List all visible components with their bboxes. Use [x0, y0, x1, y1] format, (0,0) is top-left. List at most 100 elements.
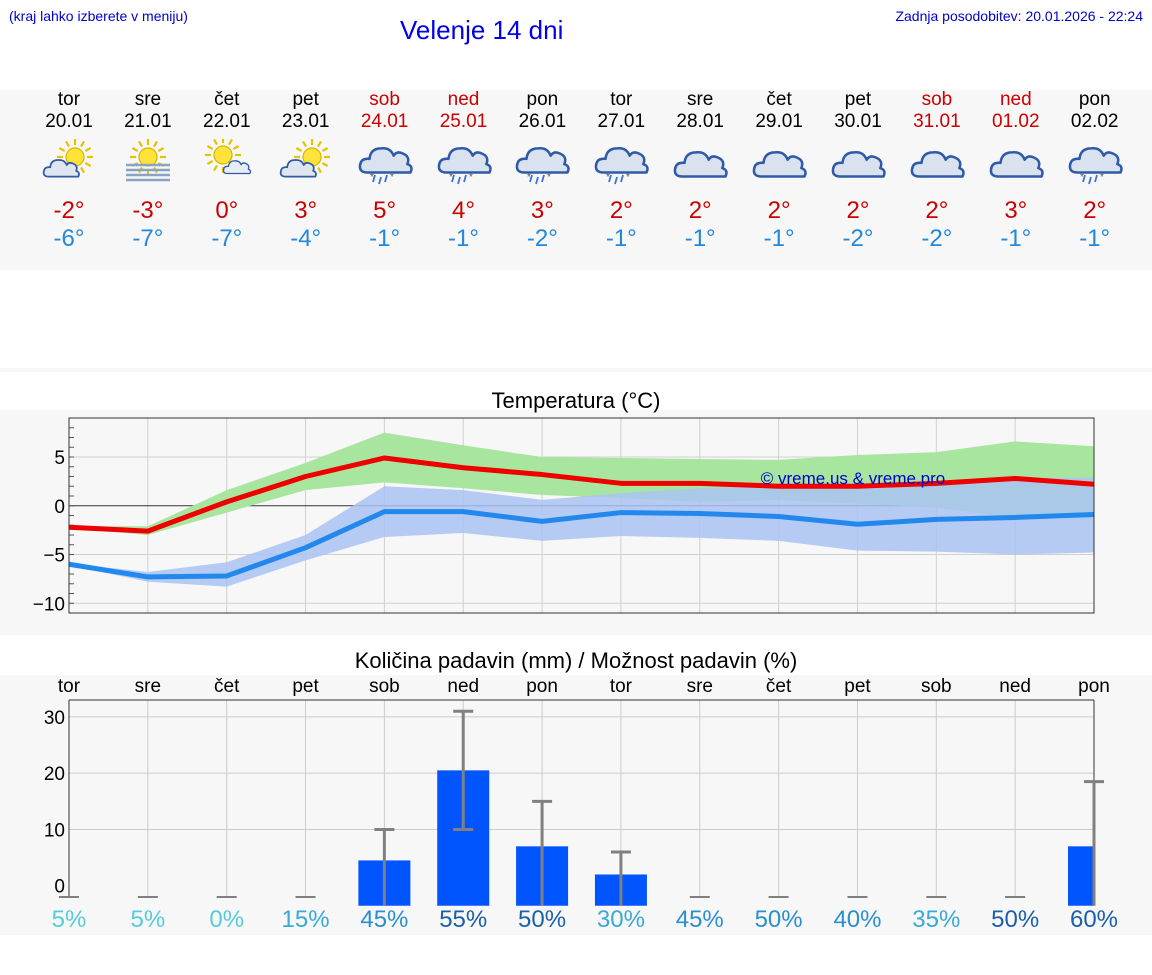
day-name: pon	[526, 89, 559, 110]
min-temp-line	[68, 509, 1095, 580]
temp-min: -2°	[921, 225, 953, 252]
page-title: Velenje 14 dni	[400, 15, 564, 45]
day-name: sre	[134, 89, 162, 110]
y-tick-label: −10	[33, 594, 65, 615]
day-name: čet	[766, 89, 792, 110]
y-tick-label: 10	[44, 820, 65, 841]
svg-text:*: *	[449, 172, 453, 183]
y-tick-label: −5	[43, 546, 65, 567]
day-name: ned	[447, 89, 480, 110]
day-column: tor 27.01 * * 2° -1°	[581, 89, 661, 253]
day-column: pet 30.01 2° -2°	[818, 89, 898, 253]
day-date: 02.02	[1070, 111, 1119, 132]
temperature-chart-title: Temperatura (°C)	[491, 388, 661, 413]
svg-text:*: *	[469, 172, 473, 183]
temp-max: -3°	[132, 197, 164, 224]
day-column: sob 24.01 * * 5° -1°	[345, 89, 425, 253]
x-tick-label: sre	[687, 676, 713, 697]
temp-min: -1°	[684, 225, 716, 252]
day-column: pet 23.01 3° -4°	[266, 89, 346, 253]
day-column: čet 29.01 2° -1°	[739, 89, 819, 253]
cloud-sleet-icon: * *	[437, 146, 492, 185]
day-column: sre 21.01 -3° -7°	[108, 89, 188, 253]
temp-min: -2°	[526, 225, 558, 252]
temp-min: -7°	[211, 225, 243, 252]
precip-chance-label: 50%	[991, 906, 1039, 933]
x-tick-label: pet	[844, 676, 871, 697]
day-name: sre	[686, 89, 714, 110]
x-tick-label: čet	[214, 676, 240, 697]
temp-min: -7°	[132, 225, 164, 252]
temp-max: 3°	[530, 197, 554, 224]
precip-chance-label: 45%	[676, 906, 724, 933]
svg-text:*: *	[606, 172, 610, 183]
day-column: pon 02.02 * * 2° -1°	[1055, 89, 1135, 253]
day-name: pon	[1078, 89, 1111, 110]
day-date: 28.01	[676, 111, 724, 132]
sun-cloud-icon	[279, 139, 330, 178]
x-tick-label: pet	[292, 676, 319, 697]
day-name: pet	[292, 89, 319, 110]
svg-text:*: *	[370, 172, 374, 183]
day-date: 26.01	[518, 111, 567, 132]
temp-max: 2°	[846, 197, 870, 224]
cloud-icon	[910, 150, 965, 178]
precip-chance-label: 40%	[833, 906, 881, 933]
location-menu-note[interactable]: (kraj lahko izberete v meniju)	[9, 8, 188, 24]
temp-max: 2°	[767, 197, 791, 224]
plot-frame	[68, 417, 1095, 614]
precip-chance-label: 0%	[209, 906, 244, 933]
precip-chance-label: 15%	[282, 906, 330, 933]
svg-text:*: *	[527, 172, 531, 183]
precip-chance-label: 50%	[518, 906, 566, 933]
day-date: 20.01	[45, 111, 93, 132]
x-tick-label: ned	[447, 676, 479, 697]
cloud-icon	[673, 150, 728, 178]
temp-min: -1°	[1079, 225, 1111, 252]
day-column: tor 20.01 -2° -6°	[29, 89, 109, 253]
cloud-icon	[989, 150, 1044, 178]
temp-min: -1°	[605, 225, 637, 252]
cloud-sleet-icon: * *	[1068, 146, 1123, 185]
sun-small-cloud-icon	[204, 139, 251, 175]
day-date: 31.01	[913, 111, 961, 132]
temp-max: 5°	[373, 197, 397, 224]
temp-max: 0°	[215, 197, 239, 224]
day-column: sob 31.01 2° -2°	[897, 89, 977, 253]
day-date: 24.01	[360, 111, 409, 132]
y-tick-label: 30	[44, 708, 65, 729]
day-name: čet	[214, 89, 240, 110]
x-tick-label: sob	[369, 676, 400, 697]
y-tick-label: 0	[54, 497, 65, 518]
temp-max: 3°	[294, 197, 318, 224]
precip-chance-label: 45%	[360, 906, 408, 933]
min-temp-band	[69, 477, 1094, 587]
temp-min: -1°	[448, 225, 479, 252]
temp-max: 2°	[609, 197, 633, 224]
cloud-icon	[831, 150, 886, 178]
day-column: sre 28.01 2° -1°	[660, 89, 740, 253]
temp-min: -4°	[290, 225, 322, 252]
x-tick-label: pon	[526, 676, 558, 697]
x-tick-label: pon	[1078, 676, 1110, 697]
day-column: pon 26.01 * * 3° -2°	[502, 89, 582, 253]
max-temp-line	[68, 455, 1095, 534]
cloud-sleet-icon: * *	[358, 146, 413, 185]
x-tick-label: tor	[610, 676, 633, 697]
day-column: ned 01.02 3° -1°	[976, 89, 1056, 253]
day-date: 25.01	[439, 111, 488, 132]
temp-min: -2°	[842, 225, 874, 252]
temp-min: -6°	[53, 225, 85, 252]
day-name: tor	[57, 89, 81, 110]
svg-text:*: *	[1100, 172, 1104, 183]
y-tick-label: 20	[44, 764, 65, 785]
svg-text:*: *	[547, 172, 551, 183]
precip-chance-label: 5%	[131, 906, 166, 933]
temp-max: 4°	[452, 197, 475, 224]
svg-text:*: *	[626, 172, 630, 183]
day-date: 27.01	[597, 111, 646, 132]
x-tick-label: sre	[135, 676, 161, 697]
x-tick-label: čet	[766, 676, 792, 697]
divider	[0, 368, 1152, 372]
day-date: 29.01	[755, 111, 803, 132]
